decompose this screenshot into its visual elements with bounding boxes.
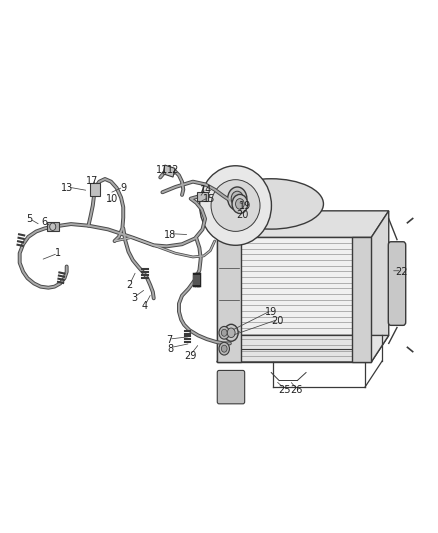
- FancyBboxPatch shape: [47, 222, 59, 231]
- Polygon shape: [217, 211, 389, 237]
- Circle shape: [224, 324, 238, 341]
- Circle shape: [221, 329, 227, 336]
- Circle shape: [219, 326, 230, 339]
- Bar: [217, 237, 241, 362]
- Text: 19: 19: [239, 200, 251, 211]
- Text: 13: 13: [61, 183, 74, 193]
- Text: 29: 29: [184, 351, 197, 361]
- Text: 20: 20: [237, 209, 249, 220]
- Circle shape: [219, 342, 230, 355]
- Text: 25: 25: [278, 384, 290, 394]
- Text: 19: 19: [265, 306, 277, 317]
- FancyBboxPatch shape: [389, 242, 406, 325]
- Ellipse shape: [219, 179, 323, 229]
- Circle shape: [227, 328, 235, 337]
- Text: 2: 2: [127, 280, 133, 290]
- Text: 4: 4: [142, 301, 148, 311]
- FancyBboxPatch shape: [197, 192, 208, 201]
- Text: 12: 12: [167, 165, 180, 175]
- Text: 3: 3: [131, 293, 137, 303]
- Text: 8: 8: [167, 344, 173, 354]
- Text: 11: 11: [156, 165, 169, 175]
- FancyBboxPatch shape: [163, 165, 175, 177]
- Polygon shape: [371, 211, 389, 362]
- Text: 9: 9: [120, 183, 126, 193]
- Ellipse shape: [211, 180, 260, 231]
- Text: 6: 6: [42, 217, 48, 228]
- Text: 20: 20: [272, 316, 284, 326]
- Text: 14: 14: [200, 184, 212, 195]
- Circle shape: [221, 345, 227, 352]
- Circle shape: [231, 191, 244, 206]
- Polygon shape: [217, 335, 389, 362]
- Text: 17: 17: [86, 175, 98, 185]
- FancyBboxPatch shape: [217, 370, 245, 404]
- Bar: [352, 237, 371, 362]
- Circle shape: [236, 199, 244, 209]
- Text: 18: 18: [164, 230, 177, 240]
- FancyBboxPatch shape: [90, 183, 100, 196]
- Circle shape: [232, 195, 248, 214]
- Text: 15: 15: [203, 193, 215, 204]
- Text: 22: 22: [396, 267, 408, 277]
- Text: 26: 26: [290, 384, 303, 394]
- Text: 10: 10: [106, 193, 119, 204]
- Ellipse shape: [200, 166, 272, 245]
- Text: 7: 7: [166, 335, 172, 345]
- Text: 1: 1: [55, 248, 61, 259]
- Circle shape: [49, 223, 56, 230]
- Bar: [217, 237, 371, 362]
- Text: 5: 5: [27, 214, 33, 224]
- Circle shape: [228, 187, 247, 211]
